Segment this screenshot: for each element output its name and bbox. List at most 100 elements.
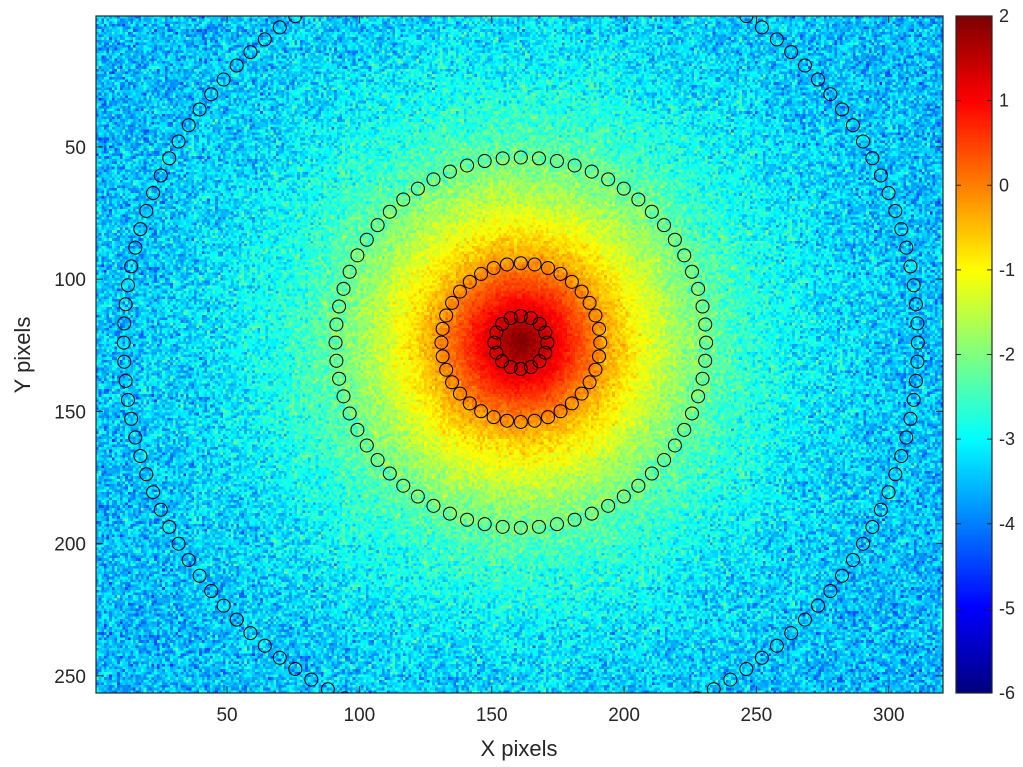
ring-marker [601,498,616,513]
ring-marker [462,274,477,289]
ring-marker [120,392,135,407]
colorbar-tick-label: -1 [999,260,1015,280]
ring-marker [171,536,186,551]
ring-marker [699,335,714,350]
ring-marker [823,583,838,598]
ring-marker [204,583,219,598]
ring-marker [120,278,135,293]
ring-marker [229,612,244,627]
ring-marker [128,240,143,255]
ring-marker [216,598,231,613]
ring-marker [677,248,692,263]
ring-marker [616,489,631,504]
ring-marker [442,164,457,179]
ring-marker [477,154,492,169]
ring-marker [540,335,555,350]
ring-marker [359,438,374,453]
ring-marker [124,259,139,274]
ring-marker [133,449,148,464]
ring-marker [906,392,921,407]
colorbar-tick-label: -5 [999,598,1015,618]
colorbar-tick-label: -3 [999,429,1015,449]
colorbar-tick-label: -2 [999,345,1015,365]
ring-marker [192,102,207,117]
ring-marker [216,72,231,87]
ring-marker [332,371,347,386]
ring-marker [118,373,133,388]
ring-marker [657,453,672,468]
ring-marker [513,309,528,324]
ring-marker [894,222,909,237]
y-tick-label: 100 [54,270,86,291]
ring-marker [707,0,720,2]
ring-marker [754,650,769,665]
y-axis-ticks: 50 100 150 200 250 [54,138,943,688]
ring-marker [538,325,553,340]
ring-marker [474,404,489,419]
y-tick-label: 50 [65,138,86,159]
ring-marker [909,373,923,388]
x-tick-label: 50 [216,705,237,726]
ring-marker [513,414,528,429]
ring-marker [584,506,599,521]
ring-marker [500,413,515,428]
ring-marker [336,389,351,404]
ring-marker [592,349,607,364]
ring-marker [894,449,909,464]
ring-marker [460,158,475,173]
ring-marker [797,612,812,627]
ring-marker [477,517,492,532]
ring-marker [329,317,344,332]
ring-marker [906,278,921,293]
ring-marker [667,438,682,453]
ring-marker [359,232,374,247]
ring-marker [769,32,784,47]
plot-frame [95,15,944,694]
ring-marker [903,259,918,274]
ring-marker [588,362,603,377]
ring-marker [888,467,903,482]
ring-marker [474,266,489,281]
ring-marker [811,72,826,87]
ring-marker [564,274,579,289]
ring-marker [865,151,880,166]
ring-marker [856,536,871,551]
ring-marker [181,552,196,567]
ring-marker [410,489,425,504]
ring-marker [540,410,555,425]
ring-marker [146,186,161,201]
ring-marker [229,58,244,73]
ring-marker [396,478,411,493]
ring-marker [695,299,710,314]
ring-marker [601,172,616,187]
ring-marker [435,349,450,364]
colorbar-tick-label: 2 [999,6,1009,26]
ring-marker [118,297,133,312]
ring-marker [487,335,502,350]
ring-marker [336,281,351,296]
ring-marker [531,519,546,534]
ring-marker [673,700,686,713]
ring-marker [692,691,702,693]
colorbar-tick-label: -4 [999,514,1015,534]
ring-marker [116,335,131,350]
ring-marker [305,0,318,12]
colorbar-tick-label: -6 [999,683,1015,703]
ring-marker [153,502,168,517]
ring-marker [257,32,272,47]
ring-marker [243,45,258,60]
x-axis-title: X pixels [480,736,557,761]
ring-marker [445,295,460,310]
ring-marker [644,204,659,219]
ring-marker [593,335,608,350]
ring-marker [835,102,850,117]
ring-marker [192,568,207,583]
ring-marker [513,520,528,535]
ring-marker [162,519,177,534]
x-tick-label: 200 [608,705,640,726]
ring-marker [706,682,721,693]
ring-marker [881,186,896,201]
ring-marker [685,406,699,421]
ring-marker [439,308,454,323]
